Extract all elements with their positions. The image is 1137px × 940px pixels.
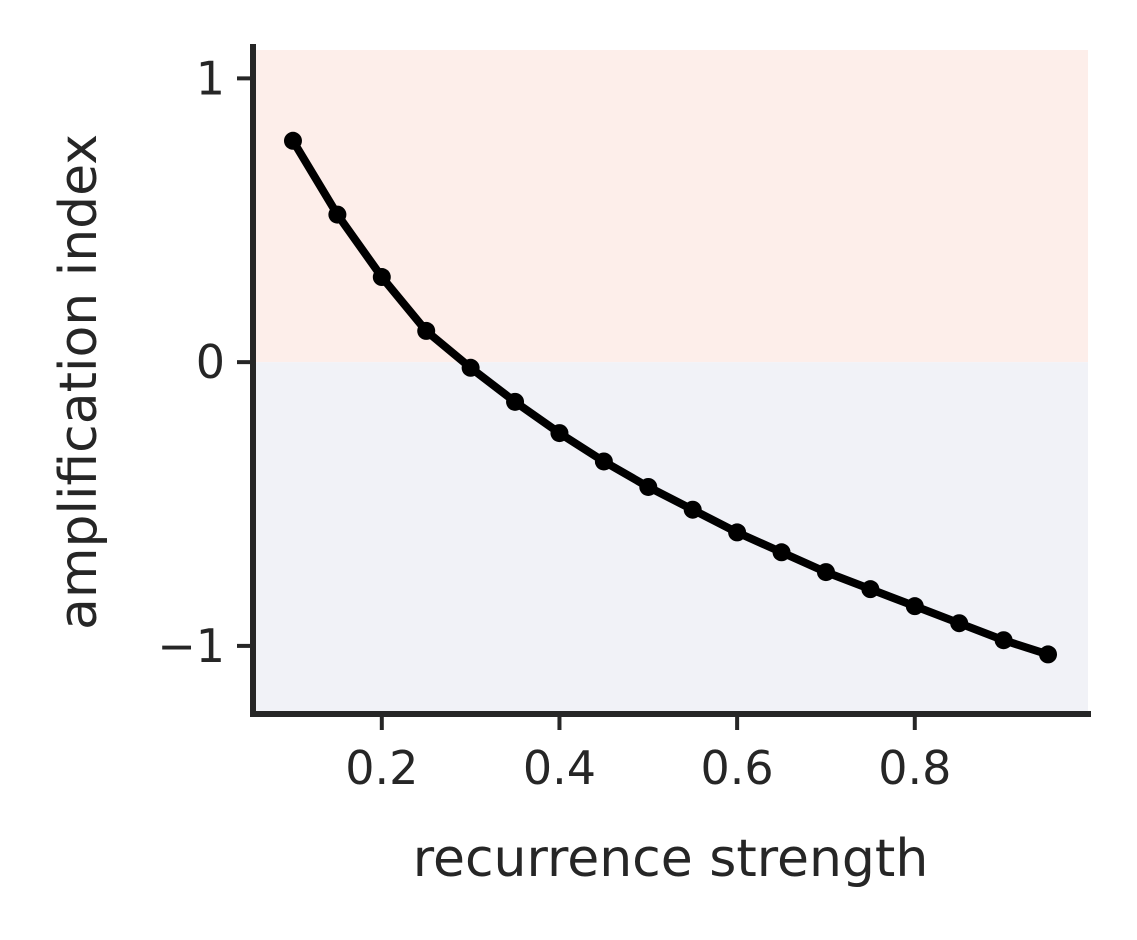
data-point	[594, 452, 613, 471]
x-tick-label: 0.4	[523, 741, 596, 795]
data-point	[816, 563, 835, 582]
region-1	[253, 362, 1088, 714]
series-layer	[283, 131, 1058, 664]
data-point	[905, 597, 924, 616]
data-point	[728, 523, 747, 542]
data-point	[861, 580, 880, 599]
data-point	[639, 477, 658, 496]
y-tick-label: 0	[196, 335, 225, 389]
data-point	[683, 500, 702, 519]
y-tick-label: 1	[196, 51, 225, 105]
data-point	[772, 543, 791, 562]
data-point	[328, 205, 347, 224]
background-regions	[253, 50, 1088, 714]
data-point	[506, 392, 525, 411]
data-point	[994, 631, 1013, 650]
data-point	[417, 321, 436, 340]
y-tick-label: −1	[157, 619, 225, 673]
y-ticks: 1 0 −1	[157, 51, 253, 673]
x-tick-label: 0.8	[878, 741, 951, 795]
data-point	[283, 131, 302, 150]
x-tick-label: 0.6	[701, 741, 774, 795]
y-axis-label: amplification index	[49, 134, 109, 630]
data-point	[1039, 645, 1058, 664]
data-point	[950, 614, 969, 633]
x-tick-label: 0.2	[345, 741, 418, 795]
axes	[250, 44, 1091, 717]
x-axis-label: recurrence strength	[413, 829, 929, 889]
x-ticks: 0.2 0.4 0.6 0.8	[345, 714, 951, 795]
data-point	[372, 268, 391, 287]
data-point	[461, 358, 480, 377]
region-0	[253, 50, 1088, 363]
data-point	[550, 424, 569, 443]
